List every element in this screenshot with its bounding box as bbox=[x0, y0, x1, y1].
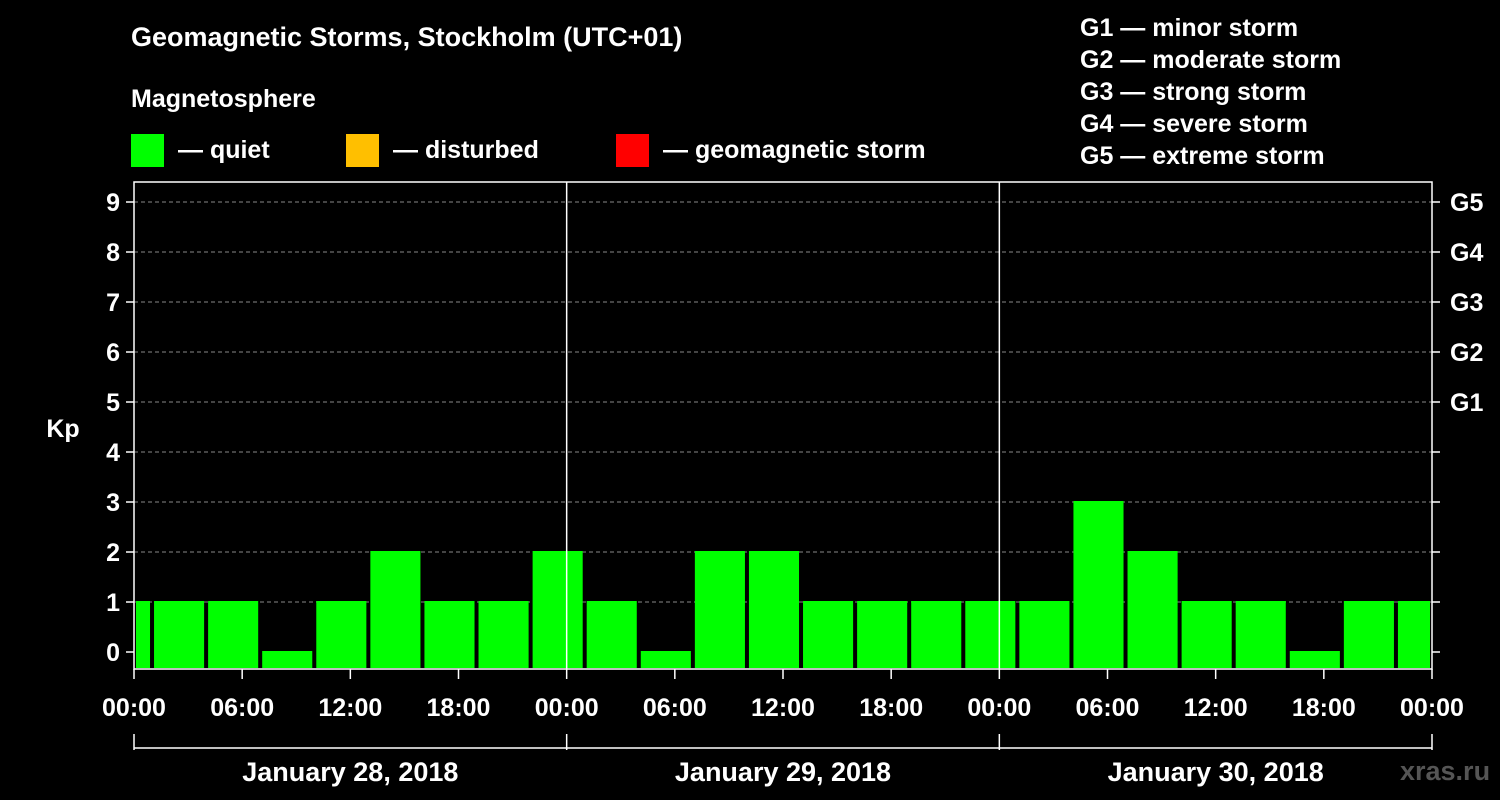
x-tick-label: 12:00 bbox=[318, 694, 382, 722]
kp-bar bbox=[1289, 651, 1340, 668]
x-tick-label: 12:00 bbox=[1184, 694, 1248, 722]
kp-bar bbox=[640, 651, 691, 668]
day-label: January 29, 2018 bbox=[675, 757, 891, 787]
y-tick-label: 1 bbox=[106, 589, 120, 617]
kp-bar bbox=[316, 601, 367, 668]
legend-item-disturbed: — disturbed bbox=[346, 133, 539, 167]
y-tick-label: 4 bbox=[106, 439, 120, 467]
x-tick-label: 06:00 bbox=[1076, 694, 1140, 722]
legend-label-quiet: — quiet bbox=[178, 135, 270, 164]
day-label: January 30, 2018 bbox=[1108, 757, 1324, 787]
kp-bar bbox=[154, 601, 205, 668]
x-tick-label: 12:00 bbox=[751, 694, 815, 722]
legend-swatch-quiet bbox=[131, 133, 164, 167]
kp-bar bbox=[1235, 601, 1286, 668]
kp-bar bbox=[1343, 601, 1394, 668]
day-label: January 28, 2018 bbox=[242, 757, 458, 787]
kp-bar bbox=[532, 551, 583, 668]
storm-scale-list: G1 — minor storm G2 — moderate storm G3 … bbox=[1080, 12, 1341, 172]
kp-bar bbox=[136, 601, 151, 668]
magnetosphere-title: Magnetosphere bbox=[131, 85, 316, 113]
kp-bar bbox=[803, 601, 854, 668]
watermark: xras.ru bbox=[1400, 756, 1491, 786]
kp-bar bbox=[586, 601, 637, 668]
kp-bar bbox=[1127, 551, 1178, 668]
y-tick-label: 5 bbox=[106, 389, 120, 417]
x-tick-label: 18:00 bbox=[427, 694, 491, 722]
kp-bar bbox=[965, 601, 1016, 668]
kp-bar bbox=[1181, 601, 1232, 668]
storm-scale-g3: G3 — strong storm bbox=[1080, 78, 1307, 106]
kp-bar bbox=[911, 601, 962, 668]
kp-bar bbox=[694, 551, 745, 668]
x-tick-label: 18:00 bbox=[1292, 694, 1356, 722]
kp-bar bbox=[1073, 501, 1124, 668]
kp-bar bbox=[748, 551, 800, 668]
storm-scale-g4: G4 — severe storm bbox=[1080, 110, 1308, 138]
legend-swatch-disturbed bbox=[346, 133, 379, 167]
legend-label-storm: — geomagnetic storm bbox=[663, 135, 926, 164]
x-tick-label: 18:00 bbox=[859, 694, 923, 722]
y-tick-label: 6 bbox=[106, 339, 120, 367]
storm-level-label: G5 bbox=[1450, 189, 1483, 217]
storm-scale-g2: G2 — moderate storm bbox=[1080, 46, 1342, 74]
y-tick-label: 0 bbox=[106, 639, 120, 667]
kp-bar bbox=[478, 601, 529, 668]
y-tick-label: 3 bbox=[106, 489, 120, 517]
x-tick-label: 00:00 bbox=[967, 694, 1031, 722]
kp-bar bbox=[424, 601, 475, 668]
storm-level-label: G4 bbox=[1450, 239, 1483, 267]
storm-level-label: G2 bbox=[1450, 339, 1483, 367]
x-tick-label: 06:00 bbox=[643, 694, 707, 722]
x-tick-label: 00:00 bbox=[102, 694, 166, 722]
legend-label-disturbed: — disturbed bbox=[393, 135, 539, 164]
y-tick-label: 2 bbox=[106, 539, 120, 567]
legend-swatch-storm bbox=[616, 133, 649, 167]
storm-scale-g5: G5 — extreme storm bbox=[1080, 142, 1325, 170]
y-tick-label: 9 bbox=[106, 189, 120, 217]
kp-bar bbox=[1019, 601, 1070, 668]
x-tick-label: 00:00 bbox=[535, 694, 599, 722]
storm-level-label: G1 bbox=[1450, 389, 1483, 417]
y-axis-label: Kp bbox=[46, 415, 79, 443]
x-tick-label: 00:00 bbox=[1400, 694, 1464, 722]
legend-item-quiet: — quiet bbox=[131, 133, 270, 167]
x-tick-label: 06:00 bbox=[210, 694, 274, 722]
kp-bar bbox=[857, 601, 908, 668]
y-tick-label: 8 bbox=[106, 239, 120, 267]
chart-title: Geomagnetic Storms, Stockholm (UTC+01) bbox=[131, 22, 683, 52]
storm-level-label: G3 bbox=[1450, 289, 1483, 317]
kp-bar bbox=[262, 651, 313, 668]
y-tick-label: 7 bbox=[106, 289, 120, 317]
kp-bar bbox=[208, 601, 259, 668]
kp-bar bbox=[1397, 601, 1430, 668]
kp-bar bbox=[370, 551, 421, 668]
storm-scale-g1: G1 — minor storm bbox=[1080, 14, 1299, 42]
legend-item-storm: — geomagnetic storm bbox=[616, 133, 926, 167]
